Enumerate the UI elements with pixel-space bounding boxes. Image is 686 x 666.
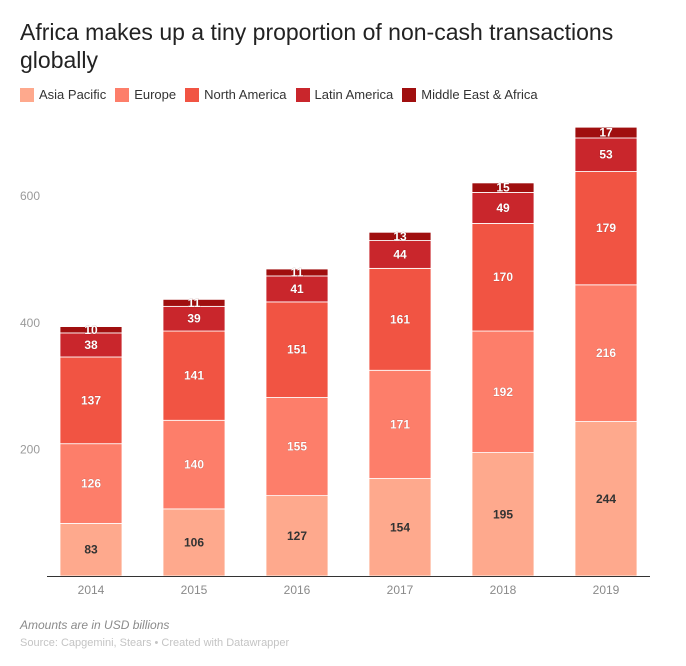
bar-north-america-2018 bbox=[471, 223, 535, 332]
data-label-middle-east-africa-2019: 17 bbox=[599, 126, 613, 140]
data-label-north-america-2014: 137 bbox=[81, 393, 101, 407]
bar-europe-2017 bbox=[368, 369, 432, 479]
data-label-europe-2014: 126 bbox=[81, 477, 101, 491]
data-label-asia-pacific-2017: 154 bbox=[390, 520, 410, 534]
x-tick-label-2015: 2015 bbox=[181, 583, 208, 597]
legend-swatch-middle-east-africa bbox=[402, 87, 417, 102]
bar-asia-pacific-2016 bbox=[265, 495, 329, 577]
legend-item-north-america: North America bbox=[185, 87, 287, 102]
bar-europe-2018 bbox=[471, 330, 535, 453]
legend-label-asia-pacific: Asia Pacific bbox=[39, 87, 107, 102]
bar-north-america-2017 bbox=[368, 267, 432, 371]
bar-middle-east-africa-2018 bbox=[471, 182, 535, 193]
chart-source: Source: Capgemini, Stears • Created with… bbox=[20, 637, 290, 649]
bar-europe-2014 bbox=[59, 443, 123, 524]
bar-europe-2016 bbox=[265, 397, 329, 497]
bar-middle-east-africa-2016 bbox=[265, 268, 329, 277]
data-label-middle-east-africa-2018: 15 bbox=[496, 181, 510, 195]
x-tick-label-2014: 2014 bbox=[78, 583, 105, 597]
legend-swatch-asia-pacific bbox=[20, 87, 34, 102]
data-label-asia-pacific-2018: 195 bbox=[493, 507, 513, 521]
bar-north-america-2015 bbox=[162, 330, 226, 421]
bar-latin-america-2015 bbox=[162, 305, 226, 332]
data-label-latin-america-2018: 49 bbox=[496, 201, 510, 215]
legend-item-europe: Europe bbox=[115, 87, 176, 102]
legend-item-middle-east-africa: Middle East & Africa bbox=[402, 87, 538, 102]
bar-north-america-2019 bbox=[574, 171, 638, 286]
chart-note: Amounts are in USD billions bbox=[20, 618, 170, 632]
data-label-north-america-2015: 141 bbox=[184, 369, 204, 383]
bar-latin-america-2018 bbox=[471, 192, 535, 224]
legend: Asia Pacific Europe North America Latin … bbox=[20, 87, 547, 102]
x-tick-label-2016: 2016 bbox=[284, 583, 311, 597]
bar-asia-pacific-2014 bbox=[59, 523, 123, 577]
data-label-latin-america-2017: 44 bbox=[393, 247, 407, 261]
bar-europe-2019 bbox=[574, 284, 638, 422]
data-label-latin-america-2014: 38 bbox=[84, 338, 98, 352]
data-label-middle-east-africa-2015: 11 bbox=[188, 296, 201, 310]
bar-latin-america-2017 bbox=[368, 240, 432, 269]
bar-north-america-2016 bbox=[265, 301, 329, 398]
bar-latin-america-2014 bbox=[59, 332, 123, 358]
bar-middle-east-africa-2019 bbox=[574, 126, 638, 139]
bar-middle-east-africa-2014 bbox=[59, 326, 123, 334]
bar-asia-pacific-2019 bbox=[574, 421, 638, 577]
data-label-north-america-2018: 170 bbox=[493, 270, 513, 284]
legend-label-latin-america: Latin America bbox=[314, 87, 394, 102]
legend-item-latin-america: Latin America bbox=[295, 87, 394, 102]
data-label-latin-america-2019: 53 bbox=[599, 148, 613, 162]
data-label-europe-2019: 216 bbox=[596, 346, 616, 360]
y-tick-label-600: 600 bbox=[20, 189, 40, 203]
data-label-europe-2016: 155 bbox=[287, 440, 307, 454]
y-tick-label-400: 400 bbox=[20, 316, 40, 330]
data-label-north-america-2017: 161 bbox=[390, 312, 410, 326]
chart-title: Africa makes up a tiny proportion of non… bbox=[20, 19, 614, 73]
data-label-asia-pacific-2019: 244 bbox=[596, 492, 616, 506]
bar-latin-america-2019 bbox=[574, 137, 638, 172]
bar-north-america-2014 bbox=[59, 356, 123, 445]
x-tick-label-2017: 2017 bbox=[387, 583, 414, 597]
bar-latin-america-2016 bbox=[265, 275, 329, 303]
data-label-asia-pacific-2015: 106 bbox=[184, 535, 204, 549]
data-label-europe-2017: 171 bbox=[390, 417, 410, 431]
legend-item-asia-pacific: Asia Pacific bbox=[20, 87, 106, 102]
data-label-middle-east-africa-2016: 11 bbox=[291, 265, 304, 279]
bar-middle-east-africa-2015 bbox=[162, 298, 226, 307]
data-label-asia-pacific-2014: 83 bbox=[84, 543, 98, 557]
legend-label-north-america: North America bbox=[204, 87, 287, 102]
x-tick-label-2019: 2019 bbox=[593, 583, 620, 597]
bar-europe-2015 bbox=[162, 419, 226, 510]
data-label-middle-east-africa-2017: 13 bbox=[393, 229, 407, 243]
bar-middle-east-africa-2017 bbox=[368, 231, 432, 241]
data-label-europe-2018: 192 bbox=[493, 385, 513, 399]
data-label-europe-2015: 140 bbox=[184, 458, 204, 472]
data-label-north-america-2016: 151 bbox=[287, 343, 307, 357]
data-label-middle-east-africa-2014: 10 bbox=[84, 323, 98, 337]
data-label-latin-america-2016: 41 bbox=[290, 282, 304, 296]
data-label-asia-pacific-2016: 127 bbox=[287, 529, 307, 543]
legend-label-europe: Europe bbox=[134, 87, 177, 102]
legend-label-middle-east-africa: Middle East & Africa bbox=[421, 87, 538, 102]
y-tick-label-200: 200 bbox=[20, 442, 40, 456]
data-label-north-america-2019: 179 bbox=[596, 221, 616, 235]
legend-swatch-europe bbox=[115, 87, 130, 102]
legend-swatch-latin-america bbox=[295, 87, 310, 102]
legend-swatch-north-america bbox=[185, 87, 200, 102]
data-label-latin-america-2015: 39 bbox=[187, 312, 201, 326]
x-tick-label-2018: 2018 bbox=[490, 583, 517, 597]
